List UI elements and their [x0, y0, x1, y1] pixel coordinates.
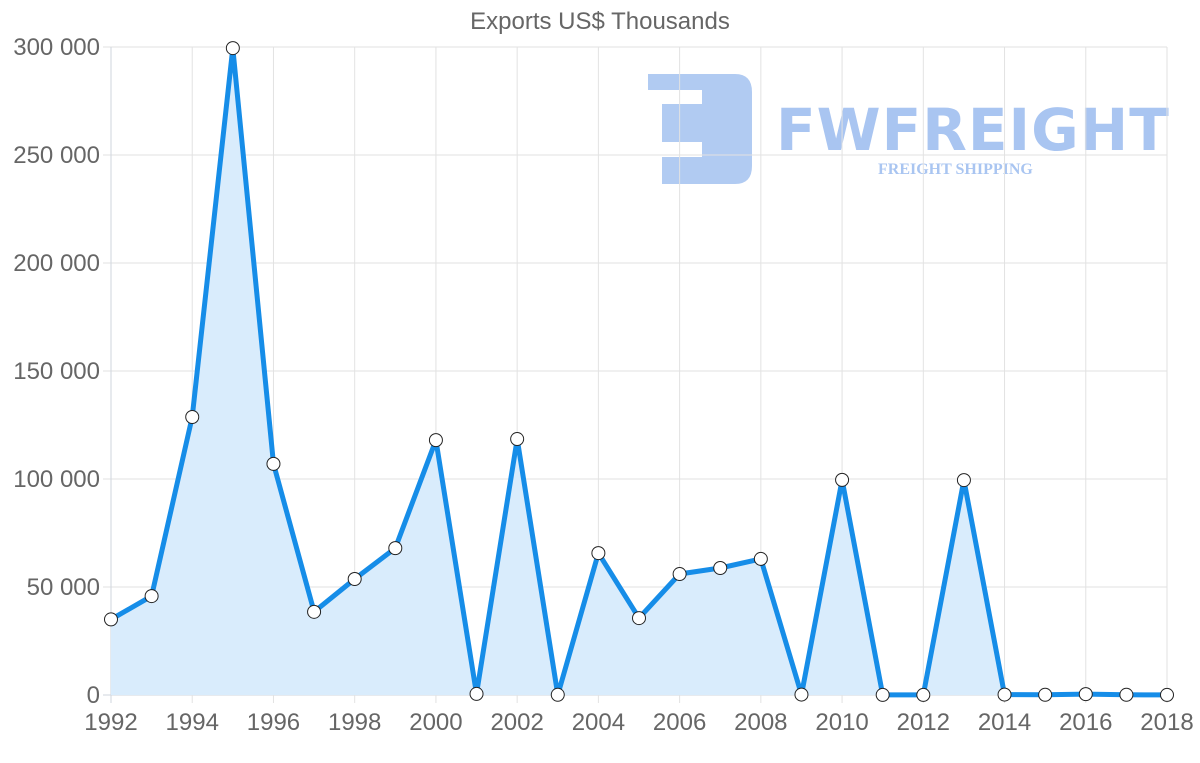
data-point[interactable] — [550, 687, 565, 702]
data-point[interactable] — [713, 560, 728, 575]
watermark-brand: FWFREIGHT — [776, 96, 1170, 164]
x-tick-label: 2018 — [1140, 709, 1193, 736]
y-tick-label: 50 000 — [27, 574, 100, 601]
watermark-logo: FWFREIGHT FREIGHT SHIPPING — [648, 74, 1170, 184]
data-point[interactable] — [794, 687, 809, 702]
x-axis: 1992 1994 1996 1998 2000 2002 2004 2006 2008 2010… — [84, 709, 1193, 736]
data-point[interactable] — [1038, 687, 1053, 702]
x-tick-label: 2016 — [1059, 709, 1112, 736]
x-tick-label: 1996 — [247, 709, 300, 736]
y-tick-label: 0 — [87, 682, 100, 709]
data-point[interactable] — [875, 687, 890, 702]
data-point[interactable] — [672, 567, 687, 582]
fw-logo-icon — [648, 74, 752, 184]
x-tick-label: 2010 — [815, 709, 868, 736]
data-point[interactable] — [266, 456, 281, 471]
data-point[interactable] — [632, 611, 646, 626]
x-tick-label: 2006 — [653, 709, 706, 736]
data-point[interactable] — [510, 432, 525, 447]
data-point[interactable] — [307, 604, 322, 619]
data-points — [104, 41, 1174, 702]
data-point[interactable] — [388, 541, 403, 556]
data-point[interactable] — [225, 41, 240, 56]
y-tick-label: 200 000 — [13, 250, 100, 277]
data-point[interactable] — [1119, 687, 1134, 702]
data-point[interactable] — [144, 589, 159, 604]
x-tick-label: 1994 — [166, 709, 219, 736]
x-tick-label: 1992 — [84, 709, 137, 736]
y-tick-label: 300 000 — [13, 34, 100, 61]
y-tick-label: 150 000 — [13, 358, 100, 385]
data-point[interactable] — [956, 473, 971, 488]
watermark-tagline: FREIGHT SHIPPING — [878, 161, 1033, 178]
y-axis: 0 50 000 100 000 150 000 200 000 250 000 300 0… — [13, 34, 100, 709]
data-point[interactable] — [104, 612, 118, 627]
data-point[interactable] — [753, 551, 768, 566]
data-point[interactable] — [591, 546, 606, 561]
x-tick-label: 2014 — [978, 709, 1031, 736]
data-point[interactable] — [835, 472, 850, 487]
data-point[interactable] — [469, 686, 484, 701]
area-fill — [111, 48, 1167, 696]
x-tick-label: 2000 — [409, 709, 462, 736]
x-tick-label: 2004 — [572, 709, 625, 736]
x-tick-label: 2002 — [490, 709, 543, 736]
x-tick-label: 2008 — [734, 709, 787, 736]
data-point[interactable] — [185, 410, 200, 425]
y-tick-label: 250 000 — [13, 142, 100, 169]
data-point[interactable] — [1078, 687, 1093, 702]
data-point[interactable] — [997, 687, 1012, 702]
x-tick-label: 1998 — [328, 709, 381, 736]
y-tick-label: 100 000 — [13, 466, 100, 493]
x-tick-label: 2012 — [897, 709, 950, 736]
chart-title: Exports US$ Thousands — [470, 8, 730, 35]
data-point[interactable] — [916, 687, 931, 702]
data-point[interactable] — [347, 572, 362, 587]
data-point[interactable] — [1160, 687, 1174, 702]
data-point[interactable] — [428, 433, 443, 448]
